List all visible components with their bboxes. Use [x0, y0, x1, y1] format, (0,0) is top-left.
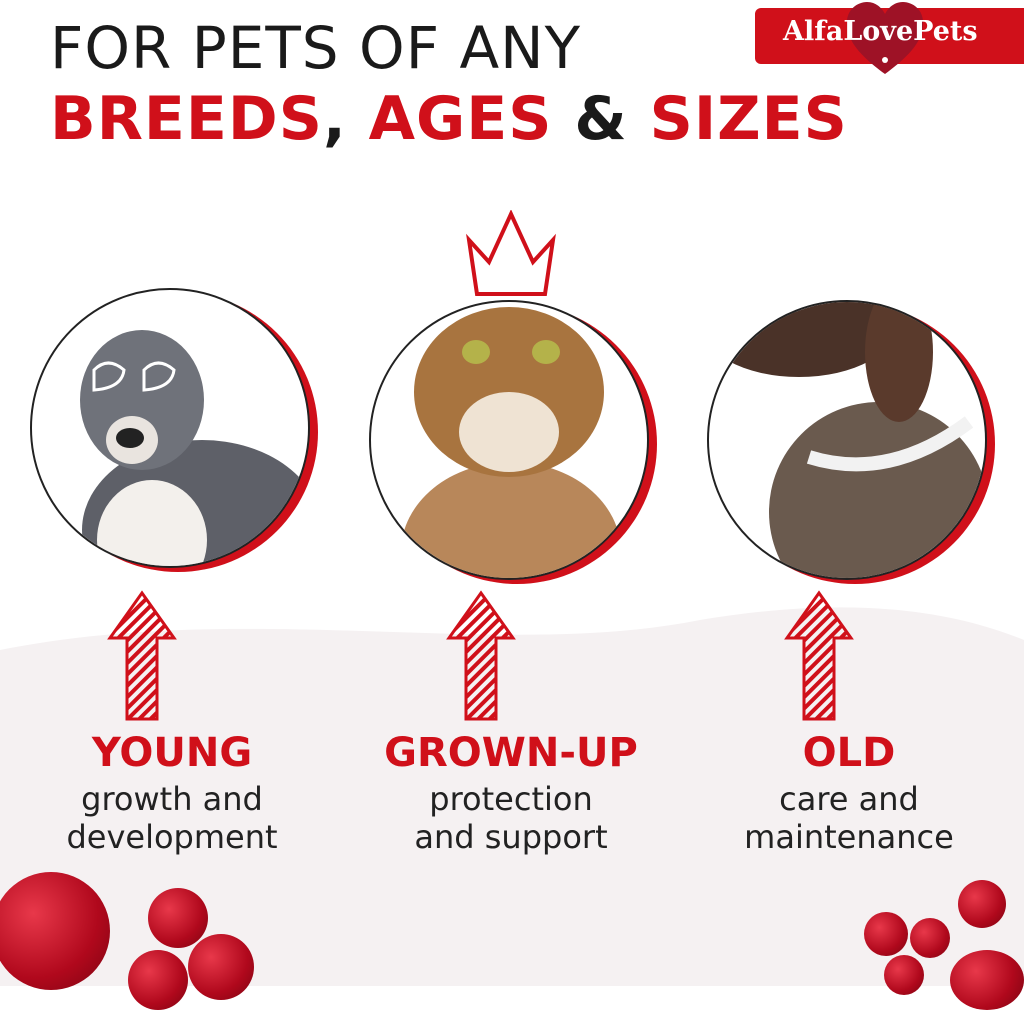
headline-sep: & [552, 84, 650, 154]
photo-frame [707, 300, 995, 584]
headline-sep: , [322, 84, 369, 154]
stage-label: YOUNG [91, 730, 253, 776]
puppy-photo [30, 288, 310, 568]
cranberry-image [148, 888, 208, 948]
cranberry-image [884, 955, 924, 995]
stage-grown-up: GROWN-UP protection and support [341, 0, 681, 986]
logo-text: AlfaLovePets [783, 16, 978, 47]
headline-ages: AGES [368, 84, 553, 154]
cranberry-image [0, 872, 110, 990]
up-arrow-icon [446, 590, 516, 721]
headline-line2: BREEDS, AGES & SIZES [50, 84, 848, 154]
cranberry-image [188, 934, 254, 1000]
stage-description-line2: maintenance [744, 818, 954, 856]
stage-description-line1: protection [429, 780, 593, 818]
up-arrow-icon [784, 590, 854, 721]
photo-frame [30, 288, 318, 572]
headline-breeds: BREEDS [50, 84, 323, 154]
up-arrow-icon [107, 590, 177, 721]
cat-photo [369, 300, 649, 580]
headline-sizes: SIZES [649, 84, 848, 154]
cranberry-image [958, 880, 1006, 928]
heart-icon [847, 2, 923, 74]
cranberry-image [864, 912, 908, 956]
crown-icon [466, 210, 556, 296]
stage-description-line1: care and [779, 780, 919, 818]
stage-label: OLD [802, 730, 896, 776]
stage-young: YOUNG growth and development [2, 0, 342, 986]
stage-description-line1: growth and [81, 780, 263, 818]
headline-line1: FOR PETS OF ANY [50, 14, 581, 82]
stage-old: OLD care and maintenance [679, 0, 1019, 986]
cranberry-image [950, 950, 1024, 1010]
cranberry-image [910, 918, 950, 958]
cranberry-image [128, 950, 188, 1010]
stage-description-line2: and support [414, 818, 608, 856]
photo-frame [369, 300, 657, 584]
stage-description-line2: development [66, 818, 278, 856]
senior-dog-photo [707, 300, 987, 580]
stage-label: GROWN-UP [384, 730, 638, 776]
background-wave [0, 607, 1024, 986]
